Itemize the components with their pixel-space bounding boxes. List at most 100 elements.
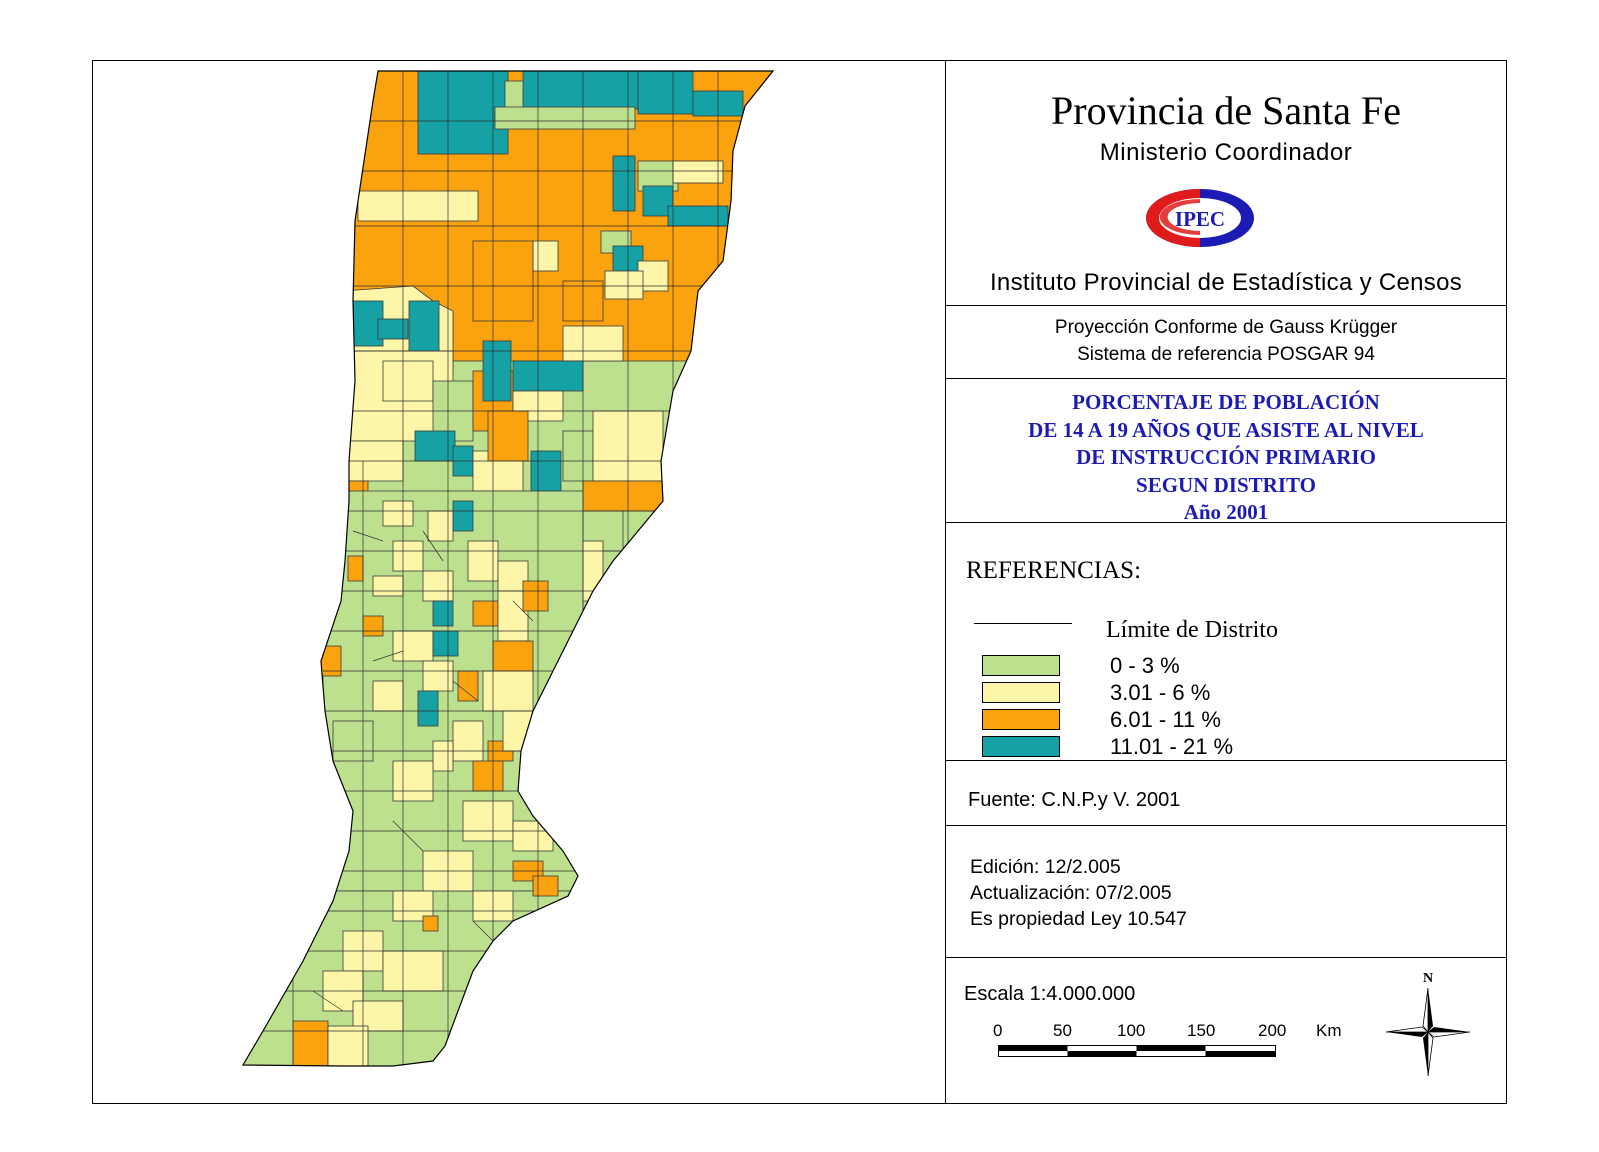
district [530, 450, 562, 492]
map-layout-frame: Provincia de Santa Fe Ministerio Coordin… [92, 60, 1507, 1104]
map-area [93, 61, 946, 1103]
district-polygons [243, 71, 773, 1066]
district [512, 820, 554, 852]
district [467, 540, 499, 582]
district [637, 71, 694, 115]
legend-label: 6.01 - 11 % [1110, 707, 1221, 732]
district [332, 720, 374, 762]
page-title: Provincia de Santa Fe [1051, 88, 1401, 133]
district [382, 360, 434, 402]
district [457, 670, 479, 702]
ministry-label: Ministerio Coordinador [1099, 139, 1353, 166]
district [408, 300, 440, 352]
district [472, 600, 499, 627]
district [392, 630, 434, 662]
legend-label: 3.01 - 6 % [1110, 680, 1211, 705]
province-outline [241, 70, 775, 1067]
district [414, 430, 456, 462]
source-section: Fuente: C.N.P.y V. 2001 [946, 761, 1506, 826]
legend-swatch-11-21 [982, 736, 1060, 757]
district [487, 410, 529, 462]
district [362, 615, 384, 637]
legend-label: 0 - 3 % [1110, 653, 1180, 678]
district [427, 510, 454, 542]
district [452, 720, 484, 762]
district [452, 500, 474, 532]
header-section: Provincia de Santa Fe Ministerio Coordin… [946, 61, 1506, 306]
district [417, 690, 439, 727]
edition-section: Edición: 12/2.005 Actualización: 07/2.00… [946, 826, 1506, 958]
district [532, 875, 559, 897]
legend-panel: Provincia de Santa Fe Ministerio Coordin… [946, 61, 1506, 1103]
scale-label: Escala 1:4.000.000 [964, 983, 1136, 1005]
legend-swatch-6-11 [982, 709, 1060, 730]
district [382, 950, 444, 992]
north-arrow-icon: N [1385, 971, 1471, 1077]
district [504, 80, 526, 112]
district [392, 760, 434, 802]
district [667, 205, 729, 227]
legend-swatch-3-6 [982, 682, 1060, 703]
district [532, 240, 559, 272]
district [482, 670, 534, 712]
property-law: Es propiedad Ley 10.547 [970, 908, 1187, 930]
scale-tick: 0 [993, 1021, 1003, 1040]
district [462, 800, 514, 842]
district [482, 340, 512, 402]
legend-label: 11.01 - 21 % [1110, 734, 1234, 759]
district [562, 430, 594, 482]
district [604, 270, 644, 300]
theme-line-3: DE INSTRUCCIÓN PRIMARIO [1076, 445, 1376, 469]
district [357, 190, 479, 222]
district [512, 360, 584, 392]
district [432, 740, 454, 772]
district [522, 71, 639, 110]
district [562, 325, 624, 362]
source-label: Fuente: C.N.P.y V. 2001 [968, 789, 1181, 811]
district [327, 1025, 369, 1066]
scale-tick: 150 [1187, 1021, 1216, 1040]
district-boundary-symbol [974, 623, 1072, 624]
district [472, 760, 504, 792]
district [432, 600, 454, 627]
district [522, 580, 549, 612]
district [502, 710, 534, 752]
theme-line-2: DE 14 A 19 AÑOS QUE ASISTE AL NIVEL [1028, 417, 1424, 442]
theme-section: PORCENTAJE DE POBLACIÓN DE 14 A 19 AÑOS … [946, 379, 1506, 524]
choropleth-map [241, 70, 775, 1067]
theme-line-1: PORCENTAJE DE POBLACIÓN [1072, 390, 1380, 414]
district [292, 1020, 329, 1066]
institute-label: Instituto Provincial de Estadística y Ce… [989, 269, 1463, 296]
district [582, 480, 664, 512]
ipec-logo-text: IPEC [1175, 207, 1225, 231]
district [417, 71, 509, 155]
ipec-logo: IPEC [1146, 189, 1254, 247]
scale-tick: 100 [1117, 1021, 1146, 1040]
district [377, 318, 409, 340]
district [372, 575, 404, 597]
scale-unit: Km [1316, 1021, 1342, 1040]
projection-section: Proyección Conforme de Gauss Krügger Sis… [946, 306, 1506, 379]
district [372, 680, 404, 712]
district [472, 240, 534, 322]
legend-title: REFERENCIAS: [966, 557, 1142, 584]
district [422, 570, 454, 602]
projection-line-2: Sistema de referencia POSGAR 94 [1077, 344, 1375, 365]
scale-tick: 200 [1258, 1021, 1287, 1040]
district [672, 160, 724, 184]
district [382, 500, 414, 527]
district [422, 915, 439, 932]
district [392, 540, 424, 572]
legend-section: REFERENCIAS: Límite de Distrito 0 - 3 % … [946, 523, 1506, 761]
legend-swatch-0-3 [982, 655, 1060, 676]
projection-line-1: Proyección Conforme de Gauss Krügger [1054, 317, 1398, 338]
scale-tick: 50 [1053, 1021, 1072, 1040]
edition-date: Edición: 12/2.005 [970, 856, 1121, 878]
district [422, 660, 454, 692]
district [347, 555, 364, 582]
district [612, 155, 636, 212]
theme-line-4: SEGUN DISTRITO [1136, 472, 1316, 497]
scale-section: Escala 1:4.000.000 0 50 100 150 200 Km N [946, 958, 1506, 1103]
district [432, 630, 459, 657]
scale-bar [998, 1045, 1276, 1057]
